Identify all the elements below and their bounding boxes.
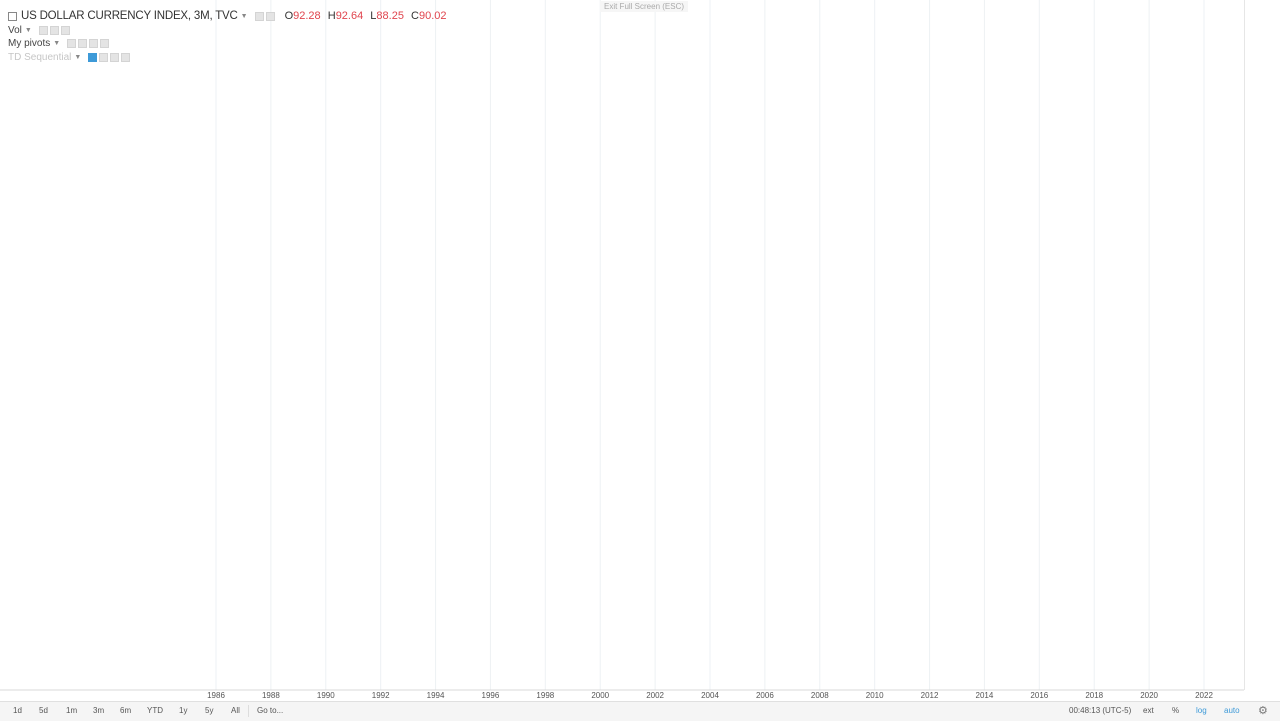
settings-icon[interactable] [78,39,88,48]
percent-scale-toggle[interactable]: % [1172,706,1180,715]
clock-timezone[interactable]: 00:48:13 (UTC-5) [1069,706,1132,715]
indicator-label-vol[interactable]: Vol [8,24,22,36]
price-axis[interactable] [1244,0,1280,690]
ohlc-close-key: C [411,10,419,22]
divider [248,705,249,717]
chevron-down-icon[interactable]: ▼ [24,26,32,34]
exit-fullscreen-button[interactable]: Exit Full Screen (ESC) [600,1,689,12]
source-icon[interactable] [110,52,120,62]
range-5d-button[interactable]: 5d [39,706,48,715]
eye-icon[interactable] [254,12,264,21]
ext-hours-toggle[interactable]: ext [1143,706,1154,715]
settings-icon[interactable] [49,25,59,35]
ohlc-values: O92.28 H92.64 L88.25 C90.02 [281,10,447,23]
close-icon[interactable] [60,25,70,35]
source-icon[interactable] [89,39,99,48]
settings-icon[interactable] [99,52,109,62]
eye-icon[interactable] [38,25,48,35]
ohlc-high-value: 92.64 [335,10,364,22]
range-all-button[interactable]: All [231,706,240,715]
indicator-row-vol[interactable]: Vol ▼ [8,24,446,37]
indicator-row-td[interactable]: TD Sequential ▼ [8,51,446,64]
range-1m-button[interactable]: 1m [66,706,78,715]
symbol-title[interactable]: US DOLLAR CURRENCY INDEX, 3M, TVC [21,10,238,22]
range-3m-button[interactable]: 3m [93,706,105,715]
chart-legend: US DOLLAR CURRENCY INDEX, 3M, TVC ▼ O92.… [8,10,446,64]
log-scale-toggle[interactable]: log [1196,706,1207,715]
range-6m-button[interactable]: 6m [120,706,132,715]
symbol-square-icon[interactable] [8,12,17,21]
auto-scale-toggle[interactable]: auto [1224,706,1240,715]
ohlc-open-key: O [284,10,294,22]
chevron-down-icon[interactable]: ▼ [240,13,248,20]
ohlc-low-key: L [370,10,377,22]
range-ytd-button[interactable]: YTD [147,706,163,715]
indicator-label-pivots[interactable]: My pivots [8,38,51,49]
range-1d-button[interactable]: 1d [13,706,22,715]
eye-icon[interactable] [67,39,77,48]
eye-icon[interactable] [88,52,98,62]
close-icon[interactable] [100,39,110,48]
ohlc-low-value: 88.25 [376,10,404,22]
chevron-down-icon[interactable]: ▼ [53,40,61,47]
gear-icon[interactable]: ⚙ [1258,705,1268,717]
legend-title-row: US DOLLAR CURRENCY INDEX, 3M, TVC ▼ O92.… [8,10,446,23]
range-5y-button[interactable]: 5y [205,706,214,715]
settings-icon[interactable] [265,12,275,21]
goto-date-button[interactable]: Go to... [257,706,284,715]
chevron-down-icon[interactable]: ▼ [74,53,82,61]
ohlc-close-value: 90.02 [418,10,447,22]
range-1y-button[interactable]: 1y [179,706,188,715]
indicator-label-td[interactable]: TD Sequential [8,51,72,63]
ohlc-open-value: 92.28 [293,10,321,22]
close-icon[interactable] [121,52,131,62]
bottom-toolbar: 1d 5d 1m 3m 6m YTD 1y 5y All Go to... 00… [0,701,1280,721]
ohlc-high-key: H [327,10,336,22]
grid [215,0,1205,690]
indicator-row-pivots[interactable]: My pivots ▼ [8,37,446,50]
